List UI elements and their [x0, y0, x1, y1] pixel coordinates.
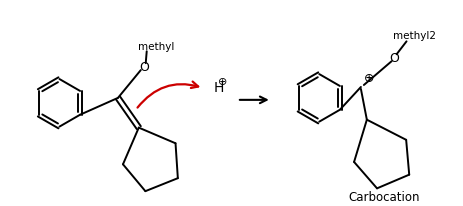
Text: methyl2: methyl2: [393, 31, 436, 41]
Text: ⊕: ⊕: [363, 71, 374, 84]
Text: O: O: [139, 61, 149, 74]
Text: Carbocation: Carbocation: [348, 191, 419, 204]
Text: H: H: [213, 81, 224, 95]
Text: methyl: methyl: [138, 42, 175, 52]
Text: O: O: [390, 52, 400, 65]
Text: ⊕: ⊕: [219, 77, 228, 87]
